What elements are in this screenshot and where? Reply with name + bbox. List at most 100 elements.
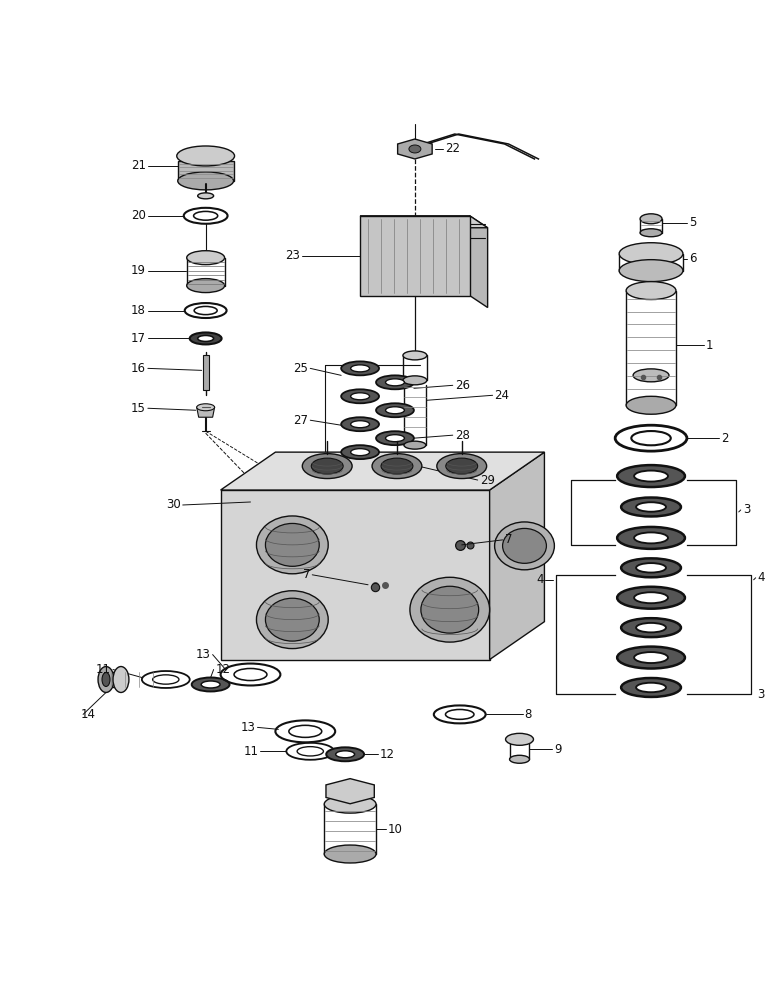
Ellipse shape — [510, 755, 530, 763]
Text: 29: 29 — [479, 474, 495, 487]
Ellipse shape — [634, 471, 668, 482]
Ellipse shape — [376, 431, 414, 445]
Ellipse shape — [445, 709, 474, 719]
Ellipse shape — [324, 845, 376, 863]
Ellipse shape — [619, 243, 683, 265]
Text: 4: 4 — [757, 571, 765, 584]
Polygon shape — [398, 139, 432, 159]
Ellipse shape — [385, 463, 405, 470]
Ellipse shape — [410, 577, 489, 642]
Ellipse shape — [633, 369, 669, 382]
Ellipse shape — [636, 623, 666, 632]
Polygon shape — [360, 216, 469, 296]
Text: 12: 12 — [380, 748, 395, 761]
Polygon shape — [203, 355, 208, 390]
Ellipse shape — [266, 523, 320, 566]
Ellipse shape — [187, 251, 225, 265]
Text: 8: 8 — [524, 708, 532, 721]
Ellipse shape — [201, 681, 220, 688]
Ellipse shape — [372, 454, 422, 479]
Ellipse shape — [266, 598, 320, 641]
Ellipse shape — [621, 618, 681, 637]
Polygon shape — [197, 407, 215, 417]
Polygon shape — [178, 161, 234, 181]
Ellipse shape — [113, 667, 129, 692]
Ellipse shape — [381, 458, 413, 474]
Text: 2: 2 — [721, 432, 728, 445]
Ellipse shape — [421, 586, 479, 633]
Text: 25: 25 — [293, 362, 308, 375]
Ellipse shape — [640, 229, 662, 237]
Text: 17: 17 — [131, 332, 146, 345]
Ellipse shape — [403, 351, 427, 360]
Ellipse shape — [102, 673, 110, 686]
Ellipse shape — [234, 668, 267, 681]
Ellipse shape — [350, 449, 370, 456]
Text: 6: 6 — [689, 252, 696, 265]
Ellipse shape — [626, 396, 676, 414]
Ellipse shape — [197, 404, 215, 411]
Ellipse shape — [177, 146, 235, 166]
Ellipse shape — [385, 435, 405, 442]
Ellipse shape — [640, 214, 662, 224]
Text: 16: 16 — [131, 362, 146, 375]
Ellipse shape — [437, 454, 486, 479]
Ellipse shape — [636, 563, 666, 573]
Polygon shape — [469, 216, 488, 308]
Text: 22: 22 — [445, 142, 460, 155]
Ellipse shape — [617, 647, 685, 669]
Text: 26: 26 — [455, 379, 469, 392]
Polygon shape — [221, 490, 489, 660]
Ellipse shape — [198, 335, 214, 341]
Ellipse shape — [636, 683, 666, 692]
Ellipse shape — [621, 678, 681, 697]
Ellipse shape — [194, 306, 217, 315]
Ellipse shape — [506, 733, 533, 745]
Ellipse shape — [336, 751, 354, 758]
Text: 9: 9 — [554, 743, 562, 756]
Text: 23: 23 — [286, 249, 300, 262]
Text: 24: 24 — [495, 389, 510, 402]
Ellipse shape — [634, 592, 668, 603]
Ellipse shape — [341, 445, 379, 459]
Text: 18: 18 — [131, 304, 146, 317]
Ellipse shape — [350, 421, 370, 428]
Text: 28: 28 — [455, 429, 469, 442]
Text: 1: 1 — [706, 339, 713, 352]
Ellipse shape — [376, 459, 414, 473]
Text: 13: 13 — [241, 721, 256, 734]
Ellipse shape — [619, 260, 683, 282]
Text: 11: 11 — [96, 663, 111, 676]
Text: 7: 7 — [303, 568, 310, 581]
Ellipse shape — [631, 431, 671, 445]
Text: 20: 20 — [131, 209, 146, 222]
Text: 30: 30 — [166, 498, 181, 511]
Ellipse shape — [376, 403, 414, 417]
Ellipse shape — [634, 652, 668, 663]
Ellipse shape — [385, 407, 405, 414]
Ellipse shape — [404, 441, 426, 449]
Ellipse shape — [341, 417, 379, 431]
Ellipse shape — [495, 522, 554, 570]
Text: 21: 21 — [131, 159, 146, 172]
Text: 13: 13 — [196, 648, 211, 661]
Ellipse shape — [617, 465, 685, 487]
Ellipse shape — [341, 389, 379, 403]
Ellipse shape — [190, 332, 222, 344]
Ellipse shape — [636, 502, 666, 512]
Text: 19: 19 — [131, 264, 146, 277]
Text: 14: 14 — [81, 708, 96, 721]
Text: 3: 3 — [757, 688, 765, 701]
Text: 3: 3 — [743, 503, 750, 516]
Ellipse shape — [324, 795, 376, 813]
Ellipse shape — [98, 667, 114, 692]
Polygon shape — [489, 452, 544, 660]
Text: 15: 15 — [131, 402, 146, 415]
Ellipse shape — [617, 587, 685, 609]
Ellipse shape — [626, 282, 676, 300]
Ellipse shape — [409, 145, 421, 153]
Polygon shape — [221, 452, 544, 490]
Ellipse shape — [376, 375, 414, 389]
Ellipse shape — [198, 193, 214, 199]
Ellipse shape — [153, 675, 179, 684]
